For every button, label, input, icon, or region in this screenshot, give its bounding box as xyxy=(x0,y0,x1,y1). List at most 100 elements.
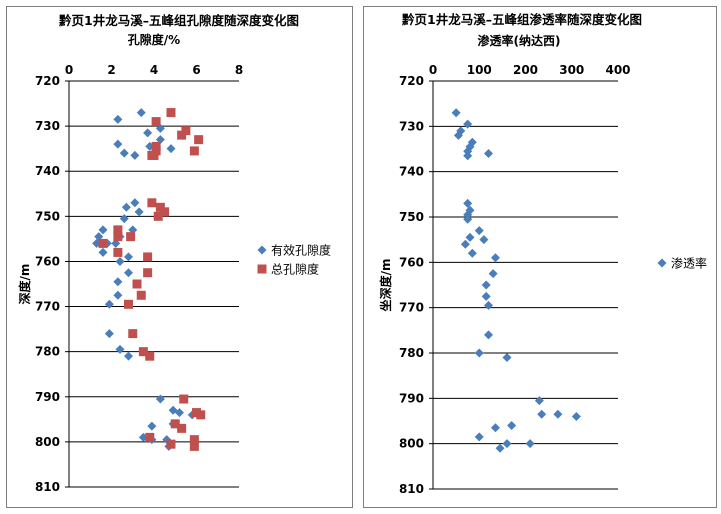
data-point xyxy=(124,252,133,262)
data-point xyxy=(143,128,153,138)
x-tick-label: 300 xyxy=(559,63,584,77)
legend-label: 总孔隙度 xyxy=(271,262,319,277)
data-point xyxy=(113,139,123,149)
y-axis-label: 坐深度/m xyxy=(378,259,393,312)
data-point xyxy=(175,408,184,418)
data-point xyxy=(495,443,505,453)
data-point xyxy=(151,117,161,127)
data-point xyxy=(181,126,191,136)
y-tick-label: 720 xyxy=(399,74,424,88)
data-point xyxy=(160,207,170,217)
data-point xyxy=(194,135,204,145)
data-point xyxy=(484,330,493,340)
data-point xyxy=(196,410,206,420)
y-tick-label: 730 xyxy=(35,119,60,133)
data-point xyxy=(484,149,493,159)
data-point xyxy=(98,225,108,235)
data-point xyxy=(153,211,163,221)
legend-marker xyxy=(657,258,667,268)
data-point xyxy=(488,269,498,279)
x-tick-label: 100 xyxy=(467,63,492,77)
data-point xyxy=(98,238,108,248)
data-point xyxy=(474,226,484,236)
y-tick-label: 810 xyxy=(35,480,60,494)
data-point xyxy=(134,207,144,217)
data-point xyxy=(128,225,138,235)
data-point xyxy=(166,439,176,449)
x-tick-label: 4 xyxy=(150,63,158,77)
data-point xyxy=(147,198,157,208)
data-point xyxy=(507,421,517,431)
data-point xyxy=(138,347,148,357)
data-point xyxy=(490,253,500,263)
x-axis-label: 孔隙度/% xyxy=(128,32,180,47)
data-point xyxy=(170,419,180,429)
data-point xyxy=(121,202,131,212)
data-point xyxy=(490,423,500,433)
data-point xyxy=(155,123,165,133)
data-point xyxy=(189,441,199,451)
data-point xyxy=(136,290,146,300)
data-point xyxy=(113,247,123,257)
y-tick-label: 810 xyxy=(399,482,424,496)
data-point xyxy=(145,351,155,361)
data-point xyxy=(111,238,121,248)
y-tick-label: 780 xyxy=(35,345,60,359)
data-point xyxy=(143,252,153,262)
y-tick-label: 800 xyxy=(399,437,424,451)
chart-title: 黔页1井龙马溪–五峰组孔隙度随深度变化图 xyxy=(59,13,299,28)
x-tick-label: 0 xyxy=(429,63,437,77)
data-point xyxy=(463,146,473,156)
data-point xyxy=(119,214,129,224)
data-point xyxy=(481,280,491,290)
permeability-chart-panel: 黔页1井龙马溪–五峰组渗透率随深度变化图 渗透率(纳达西) 坐深度/m 720 730 7… xyxy=(363,6,717,508)
y-tick-label: 770 xyxy=(399,301,424,315)
y-tick-label: 800 xyxy=(35,435,60,449)
data-point xyxy=(124,299,133,309)
data-point xyxy=(128,329,138,339)
y-tick-label: 760 xyxy=(35,254,60,268)
data-point xyxy=(94,232,104,242)
legend-marker xyxy=(257,245,267,255)
y-tick-label: 730 xyxy=(399,119,424,133)
y-axis-label: 深度/m xyxy=(17,264,32,305)
data-point xyxy=(155,394,165,404)
data-point xyxy=(113,290,123,300)
data-point xyxy=(124,351,133,361)
y-tick-label: 780 xyxy=(399,346,424,360)
data-point xyxy=(481,291,491,301)
x-tick-label: 0 xyxy=(65,63,73,77)
legend-marker xyxy=(257,264,267,274)
data-point xyxy=(130,198,140,208)
data-point xyxy=(113,225,123,235)
data-point xyxy=(115,256,125,266)
chart-title: 黔页1井龙马溪–五峰组渗透率随深度变化图 xyxy=(402,12,642,27)
data-point xyxy=(145,432,155,442)
data-point xyxy=(463,198,473,208)
data-point xyxy=(502,439,512,449)
data-point xyxy=(467,248,477,258)
data-point xyxy=(177,423,187,433)
x-axis-label: 渗透率(纳达西) xyxy=(478,33,561,48)
data-point xyxy=(166,108,176,118)
data-point xyxy=(189,146,199,156)
data-point xyxy=(534,396,544,406)
data-point xyxy=(113,232,123,242)
x-tick-label: 200 xyxy=(513,63,538,77)
data-point xyxy=(484,300,493,310)
data-point xyxy=(115,344,125,354)
data-point xyxy=(149,150,159,160)
y-tick-label: 740 xyxy=(399,165,424,179)
data-point xyxy=(502,353,512,363)
data-point xyxy=(463,210,473,220)
data-point xyxy=(147,421,157,431)
data-point xyxy=(465,232,475,242)
y-tick-label: 790 xyxy=(35,390,60,404)
data-point xyxy=(553,409,563,419)
x-tick-label: 8 xyxy=(235,63,243,77)
data-point xyxy=(177,130,187,140)
data-point xyxy=(98,247,108,257)
data-point xyxy=(155,202,165,212)
data-point xyxy=(189,435,199,445)
